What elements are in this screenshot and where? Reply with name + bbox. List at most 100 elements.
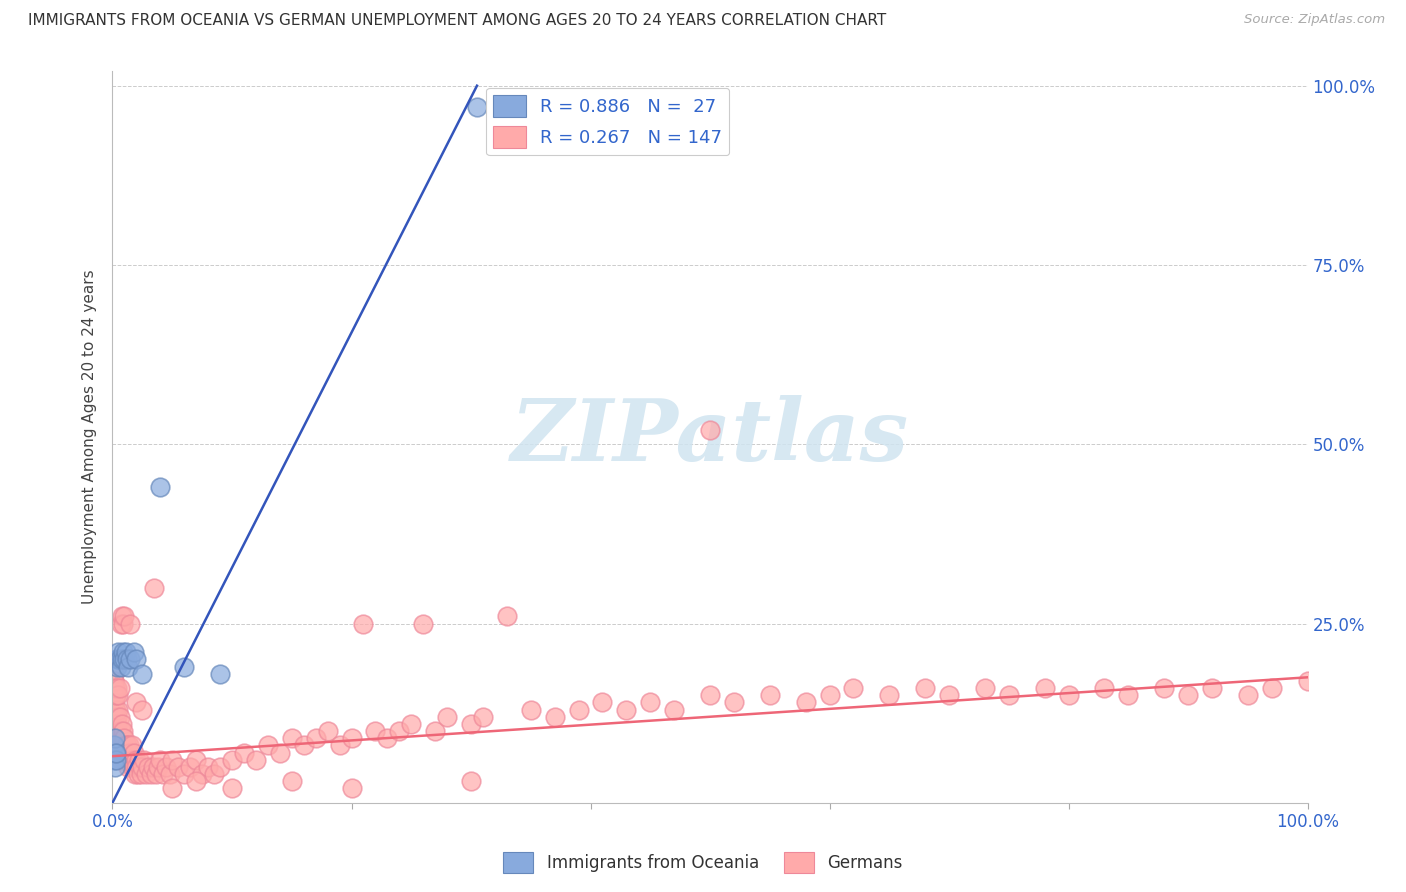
Point (145, 767, 167, 781)
Point (592, 695, 614, 709)
Point (120, 652, 142, 666)
Point (117, 659, 139, 673)
Point (122, 746, 145, 760)
Point (105, 739, 128, 753)
Point (112, 645, 135, 659)
Point (114, 731, 135, 746)
Point (173, 659, 195, 673)
Point (103, 673, 125, 688)
Point (191, 767, 214, 781)
Point (115, 652, 138, 666)
Point (186, 753, 208, 767)
Point (110, 724, 132, 739)
Point (124, 767, 146, 781)
Point (202, 767, 225, 781)
Point (105, 731, 128, 746)
Point (103, 710, 125, 724)
Point (186, 774, 208, 789)
Point (257, 739, 280, 753)
Point (281, 774, 304, 789)
Point (104, 731, 127, 746)
Point (352, 616, 374, 631)
Point (125, 695, 148, 709)
Point (568, 702, 591, 716)
Y-axis label: Unemployment Among Ages 20 to 24 years: Unemployment Among Ages 20 to 24 years (82, 269, 97, 605)
Point (233, 746, 256, 760)
Point (1057, 688, 1080, 702)
Point (472, 710, 495, 724)
Point (162, 781, 183, 796)
Point (104, 731, 127, 746)
Point (121, 753, 143, 767)
Point (998, 688, 1021, 702)
Point (1261, 681, 1284, 695)
Point (125, 652, 148, 666)
Point (1094, 681, 1116, 695)
Point (103, 695, 125, 709)
Point (112, 724, 135, 739)
Point (1118, 688, 1140, 702)
Point (114, 746, 135, 760)
Point (105, 710, 128, 724)
Point (1153, 681, 1175, 695)
Point (135, 767, 157, 781)
Point (105, 681, 128, 695)
Point (107, 688, 129, 702)
Point (105, 746, 128, 760)
Point (107, 645, 129, 659)
Point (104, 760, 127, 774)
Point (879, 688, 901, 702)
Point (412, 616, 434, 631)
Point (108, 746, 131, 760)
Point (103, 673, 125, 688)
Point (104, 681, 127, 695)
Text: IMMIGRANTS FROM OCEANIA VS GERMAN UNEMPLOYMENT AMONG AGES 20 TO 24 YEARS CORRELA: IMMIGRANTS FROM OCEANIA VS GERMAN UNEMPL… (28, 13, 886, 29)
Text: Source: ZipAtlas.com: Source: ZipAtlas.com (1244, 13, 1385, 27)
Point (114, 652, 135, 666)
Point (129, 767, 152, 781)
Point (108, 731, 131, 746)
Point (401, 717, 423, 731)
Point (104, 681, 127, 695)
Point (794, 695, 817, 709)
Point (759, 688, 782, 702)
Point (132, 753, 155, 767)
Point (120, 746, 142, 760)
Point (818, 688, 841, 702)
Point (115, 753, 138, 767)
Point (120, 616, 142, 631)
Point (340, 781, 363, 796)
Point (105, 753, 128, 767)
Point (122, 760, 145, 774)
Point (108, 710, 131, 724)
Point (117, 760, 139, 774)
Point (221, 781, 243, 796)
Point (699, 423, 721, 437)
Point (496, 609, 519, 624)
Point (114, 746, 136, 760)
Point (129, 760, 152, 774)
Point (110, 753, 132, 767)
Point (281, 731, 304, 746)
Point (103, 724, 125, 739)
Point (114, 753, 135, 767)
Point (436, 710, 458, 724)
Point (103, 666, 125, 681)
Point (105, 688, 128, 702)
Point (105, 724, 128, 739)
Point (388, 724, 411, 739)
Point (316, 724, 339, 739)
Point (465, 100, 488, 114)
Point (305, 731, 328, 746)
Point (121, 739, 143, 753)
Point (105, 659, 128, 673)
Point (131, 666, 153, 681)
Point (520, 702, 543, 716)
Point (118, 739, 141, 753)
Point (107, 739, 129, 753)
Point (110, 739, 132, 753)
Point (340, 731, 363, 746)
Point (115, 739, 138, 753)
Point (104, 746, 127, 760)
Point (162, 753, 183, 767)
